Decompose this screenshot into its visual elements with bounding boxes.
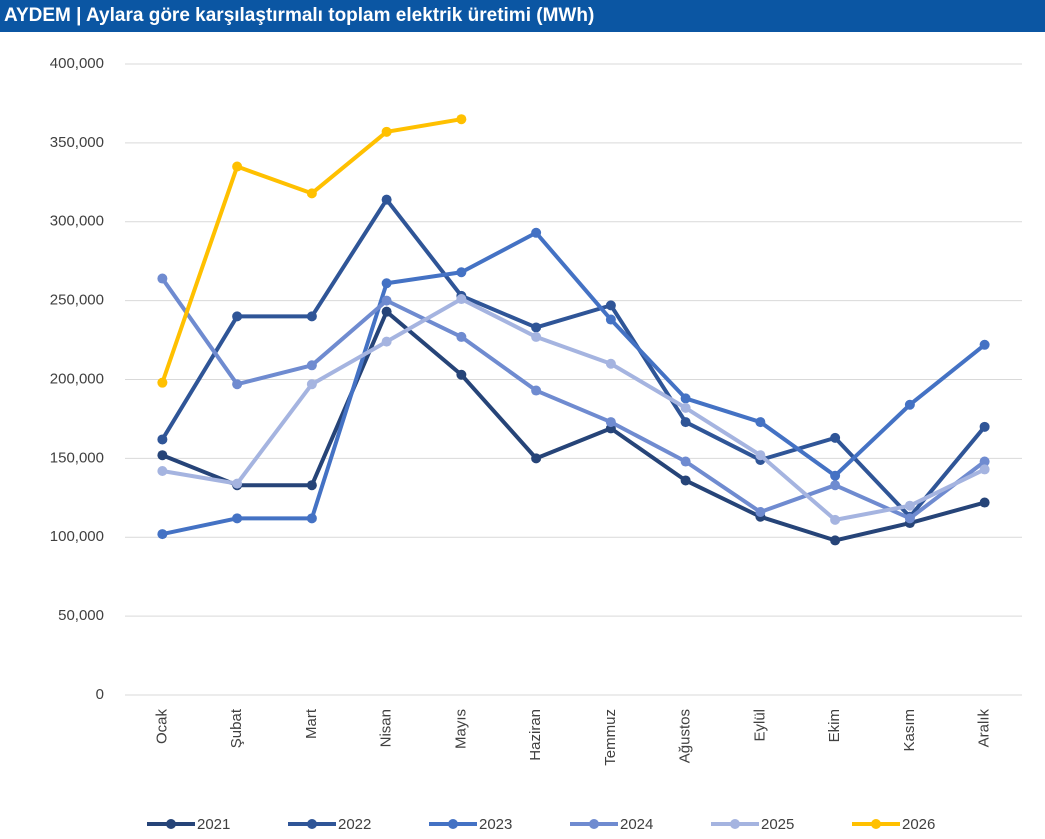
point — [605, 314, 616, 325]
point — [306, 480, 317, 491]
legend-label: 2026 — [902, 816, 935, 833]
point — [381, 194, 392, 205]
x-tick-label: Mart — [303, 708, 320, 739]
point — [830, 480, 841, 491]
point — [381, 306, 392, 317]
legend-marker — [871, 819, 881, 829]
point — [979, 464, 990, 475]
point — [456, 114, 467, 125]
y-tick-label: 250,000 — [50, 292, 104, 309]
point — [979, 456, 990, 467]
point — [904, 399, 915, 410]
point — [680, 402, 691, 413]
y-tick-label: 200,000 — [50, 370, 104, 387]
legend-marker — [166, 819, 176, 829]
point — [456, 331, 467, 342]
series-line — [160, 197, 987, 519]
x-tick-label: Kasım — [901, 709, 918, 752]
x-tick-label: Ağustos — [677, 709, 694, 763]
point — [531, 331, 542, 342]
x-tick-label: Mayıs — [452, 709, 469, 749]
point — [531, 453, 542, 464]
point — [830, 514, 841, 525]
point — [157, 529, 168, 540]
legend-marker — [448, 819, 458, 829]
point — [979, 497, 990, 508]
point — [232, 379, 243, 390]
legend-label: 2023 — [479, 816, 512, 833]
point — [232, 513, 243, 524]
point — [232, 161, 243, 172]
x-tick-label: Eylül — [751, 709, 768, 742]
point — [755, 450, 766, 461]
point — [456, 294, 467, 305]
point — [306, 379, 317, 390]
legend-marker — [589, 819, 599, 829]
point — [531, 322, 542, 333]
x-tick-label: Temmuz — [602, 709, 619, 766]
series-line — [161, 230, 986, 537]
point — [157, 450, 168, 461]
point — [157, 465, 168, 476]
series-line — [161, 309, 986, 543]
x-tick-label: Aralık — [976, 709, 993, 748]
point — [232, 478, 243, 489]
series-line — [162, 297, 986, 522]
y-tick-label: 300,000 — [50, 213, 104, 230]
x-tick-label: Ekim — [826, 709, 843, 742]
y-tick-label: 0 — [96, 686, 104, 703]
point — [157, 377, 168, 388]
point — [531, 385, 542, 396]
x-tick-label: Ocak — [153, 709, 170, 745]
point — [381, 126, 392, 137]
y-tick-label: 350,000 — [50, 134, 104, 151]
point — [531, 227, 542, 238]
point — [157, 434, 168, 445]
y-tick-label: 400,000 — [50, 55, 104, 72]
x-tick-label: Nisan — [378, 709, 395, 747]
legend-label: 2022 — [338, 816, 371, 833]
point — [755, 417, 766, 428]
chart-title: AYDEM | Aylara göre karşılaştırmalı topl… — [0, 0, 1045, 32]
point — [605, 358, 616, 369]
point — [830, 535, 841, 546]
point — [381, 336, 392, 347]
point — [232, 311, 243, 322]
point — [306, 311, 317, 322]
point — [680, 456, 691, 467]
point — [830, 470, 841, 481]
point — [306, 188, 317, 199]
point — [680, 475, 691, 486]
point — [755, 507, 766, 518]
point — [830, 432, 841, 443]
point — [456, 267, 467, 278]
point — [979, 421, 990, 432]
point — [904, 513, 915, 524]
x-tick-label: Haziran — [527, 709, 544, 761]
legend-label: 2024 — [620, 816, 653, 833]
point — [456, 369, 467, 380]
y-tick-label: 100,000 — [50, 528, 104, 545]
legend-label: 2021 — [197, 816, 230, 833]
point — [381, 295, 392, 306]
y-tick-label: 150,000 — [50, 449, 104, 466]
point — [306, 513, 317, 524]
legend-marker — [307, 819, 317, 829]
point — [605, 300, 616, 311]
series-line — [160, 277, 986, 521]
x-tick-label: Şubat — [228, 708, 245, 748]
legend-marker — [730, 819, 740, 829]
point — [904, 500, 915, 511]
point — [680, 417, 691, 428]
point — [680, 393, 691, 404]
point — [157, 273, 168, 284]
point — [306, 360, 317, 371]
legend-label: 2025 — [761, 816, 794, 833]
y-tick-label: 50,000 — [58, 607, 104, 624]
point — [605, 417, 616, 428]
point — [381, 278, 392, 289]
point — [979, 339, 990, 350]
